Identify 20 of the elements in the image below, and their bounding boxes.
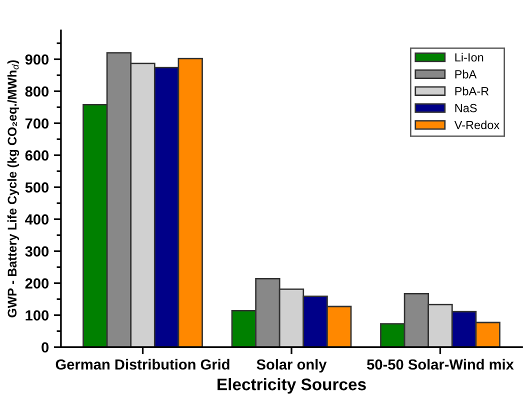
legend-label: V-Redox [454,120,500,130]
y-tick-label: 400 [25,214,49,225]
y-tick-label: 600 [25,150,49,161]
y-tick-label: 300 [25,246,49,257]
x-tick-label: Solar only [256,358,327,373]
y-tick-label: 800 [25,86,49,97]
y-axis-title: GWP - Battery Life Cycle (kg CO₂eq./MWh$_{d}$) [7,60,20,318]
y-tick-label: 100 [26,310,49,321]
x-tick-label: German Distribution Grid [56,358,230,370]
y-tick-label: 900 [25,54,49,65]
legend-label: NaS [455,104,477,112]
y-tick-label: 200 [25,278,49,289]
legend-label: Li-Ion [455,52,484,62]
legend-label: PbA [455,70,477,78]
y-tick-label: 700 [25,118,49,129]
y-tick-label: 500 [25,182,49,193]
y-tick-label: 0 [42,342,49,353]
x-axis-title: Electricity Sources [218,378,366,394]
x-tick-label: 50-50 Solar-Wind mix [367,358,514,370]
legend-label: PbA-R [455,86,489,96]
